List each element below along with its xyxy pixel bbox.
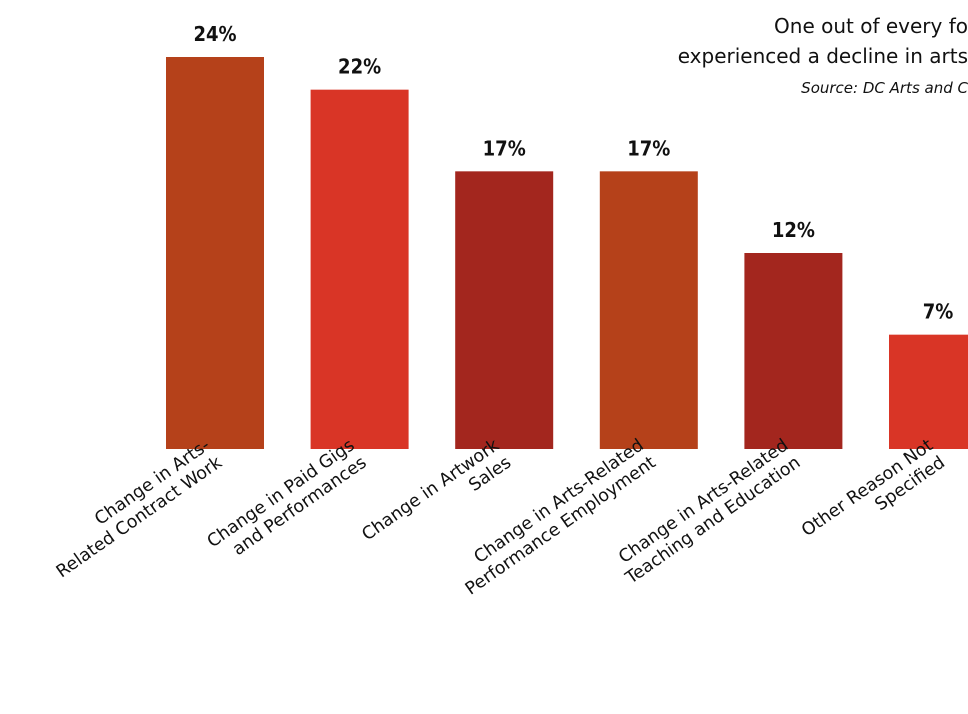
- bar-1: [166, 57, 264, 449]
- svg-text:Change in Paid Gigsand Perform: Change in Paid Gigsand Performances: [204, 436, 371, 570]
- bar-3: [455, 171, 554, 450]
- bar-2: [310, 89, 409, 450]
- bar-4: [599, 171, 698, 450]
- value-label-4: 17%: [627, 136, 670, 160]
- value-label-2: 22%: [338, 55, 381, 79]
- annotation-line-1: One out of every fo: [774, 14, 968, 38]
- value-label-1: 24%: [193, 22, 236, 46]
- category-label-1: Change in Arts-Related Contract Work: [41, 435, 227, 583]
- svg-text:Change in Arts-Related Contrac: Change in Arts-Related Contract Work: [41, 435, 227, 582]
- annotation-line-2: experienced a decline in arts: [677, 44, 968, 68]
- svg-text:Other Reason NotSpecified: Other Reason NotSpecified: [798, 435, 949, 558]
- category-label-6: Other Reason NotSpecified: [798, 435, 949, 558]
- value-label-6: 7%: [923, 300, 954, 324]
- category-label-2: Change in Paid Gigsand Performances: [204, 436, 371, 570]
- annotation-source: Source: DC Arts and C: [801, 79, 968, 97]
- value-label-5: 12%: [772, 218, 815, 242]
- bar-5: [744, 253, 843, 449]
- bar-6: [889, 334, 968, 449]
- value-label-3: 17%: [483, 136, 526, 160]
